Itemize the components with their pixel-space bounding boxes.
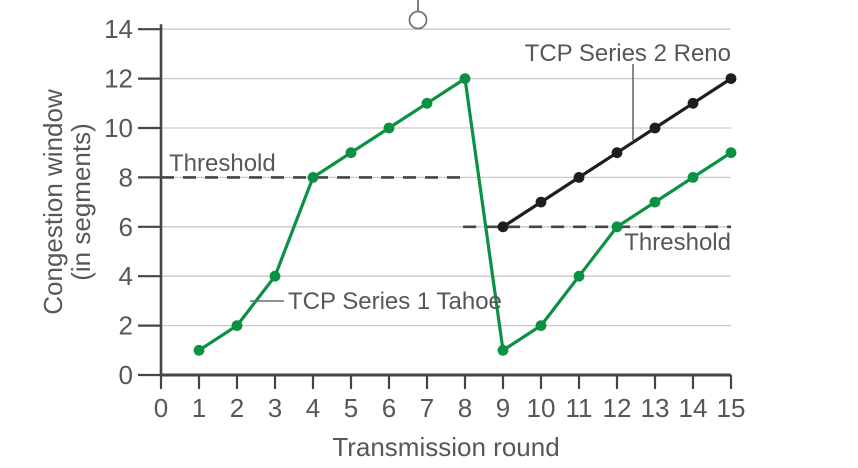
series-point-tahoe-3 (269, 270, 281, 282)
series-label-tahoe: TCP Series 1 Tahoe (288, 288, 502, 315)
x-tick-label-6: 6 (382, 393, 396, 423)
axes (138, 24, 733, 389)
series-point-tahoe-6 (383, 122, 395, 134)
y-tick-label-4: 4 (119, 261, 133, 291)
series-point-reno-9 (497, 221, 509, 233)
series-point-reno-13 (649, 122, 661, 134)
x-tick-label-4: 4 (306, 393, 320, 423)
y-tick-label-14: 14 (104, 14, 133, 44)
threshold-lines (161, 176, 731, 229)
x-tick-label-2: 2 (230, 393, 244, 423)
series-point-tahoe-8 (459, 73, 471, 84)
series-point-tahoe-14 (687, 172, 699, 183)
series-point-tahoe-2 (231, 320, 243, 331)
series-point-reno-12 (611, 147, 623, 159)
series-point-tahoe-10 (535, 320, 547, 331)
x-tick-label-11: 11 (566, 393, 593, 423)
x-tick-label-0: 0 (154, 393, 168, 423)
series-point-reno-11 (573, 172, 585, 183)
series-point-tahoe-4 (307, 172, 319, 183)
x-tick-label-7: 7 (420, 393, 434, 423)
y-tick-label-0: 0 (119, 360, 133, 390)
y-tick-label-2: 2 (119, 311, 133, 341)
series-point-tahoe-5 (345, 147, 357, 159)
threshold-label-upper: Threshold (169, 150, 276, 177)
x-tick-label-15: 15 (717, 393, 746, 423)
balloon-marker-icon (408, 0, 428, 30)
x-tick-label-12: 12 (603, 393, 632, 423)
y-tick-label-8: 8 (119, 162, 133, 192)
threshold-label-lower: Threshold (624, 229, 731, 256)
x-tick-label-9: 9 (496, 393, 510, 423)
series-point-tahoe-12 (611, 221, 623, 233)
series-point-tahoe-15 (725, 147, 737, 159)
x-axis-title: Transmission round (332, 432, 559, 462)
series-point-tahoe-1 (193, 344, 205, 356)
x-tick-label-3: 3 (268, 393, 282, 423)
y-tick-label-12: 12 (104, 64, 133, 94)
x-tick-label-10: 10 (527, 393, 556, 423)
data-series (193, 73, 737, 356)
y-tick-label-6: 6 (119, 212, 133, 242)
x-tick-label-8: 8 (458, 393, 472, 423)
series-point-tahoe-7 (421, 97, 433, 109)
x-tick-label-13: 13 (641, 393, 670, 423)
x-tick-label-14: 14 (679, 393, 708, 423)
y-tick-label-10: 10 (104, 113, 133, 143)
series-point-tahoe-9 (497, 344, 509, 356)
x-tick-label-1: 1 (192, 393, 206, 423)
series-point-reno-15 (725, 73, 737, 84)
series-point-tahoe-11 (573, 270, 585, 282)
series-point-reno-14 (687, 97, 699, 109)
x-tick-label-5: 5 (344, 393, 358, 423)
gridlines (161, 28, 731, 327)
y-axis-title-line1: Congestion window (38, 89, 68, 315)
series-label-reno: TCP Series 2 Reno (525, 40, 731, 67)
series-point-tahoe-13 (649, 196, 661, 208)
y-axis-title-line2: (in segments) (66, 123, 96, 281)
series-point-reno-10 (535, 196, 547, 208)
